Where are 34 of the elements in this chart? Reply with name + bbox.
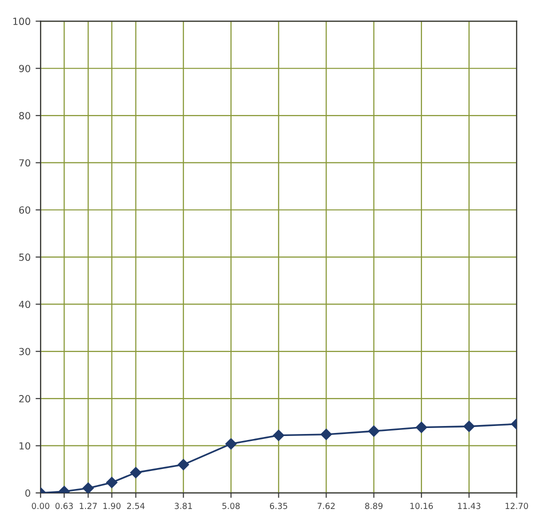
x-tick-label: 3.81 <box>174 502 192 510</box>
x-tick-label: 11.43 <box>458 502 480 510</box>
y-tick-label: 100 <box>13 18 30 26</box>
point <box>463 420 475 432</box>
point <box>82 482 94 493</box>
x-tick-label: 0.00 <box>32 502 50 510</box>
x-tick-label: 8.89 <box>365 502 383 510</box>
x-tick-label: 1.90 <box>103 502 121 510</box>
y-tick-label: 30 <box>19 348 30 356</box>
point <box>130 467 142 478</box>
x-tick-label: 0.63 <box>55 502 73 510</box>
point <box>178 458 190 470</box>
x-tick-label: 12.70 <box>506 502 528 510</box>
y-tick-label: 40 <box>18 300 30 308</box>
x-tick-label: 1.27 <box>80 502 97 509</box>
x-tick-label: 7.62 <box>318 502 335 510</box>
y-tick-label: 20 <box>19 395 30 402</box>
y-tick-label: 60 <box>19 206 30 214</box>
x-tick-label: 10.16 <box>410 502 433 510</box>
x-tick-label: 6.35 <box>270 502 288 510</box>
y-tick-label: 90 <box>19 64 30 72</box>
y-tick-label: 50 <box>19 254 30 261</box>
point <box>106 476 118 488</box>
point <box>368 426 380 437</box>
y-tick-label: 80 <box>19 112 30 120</box>
x-tick-label: 5.08 <box>222 502 240 510</box>
y-tick-label: 0 <box>25 489 30 497</box>
point <box>225 438 237 450</box>
x-tick-label: 2.54 <box>127 502 145 510</box>
point <box>273 430 284 441</box>
point <box>320 428 332 440</box>
y-tick-label: 70 <box>19 159 30 167</box>
y-tick-label: 10 <box>20 442 30 450</box>
point <box>416 422 428 433</box>
